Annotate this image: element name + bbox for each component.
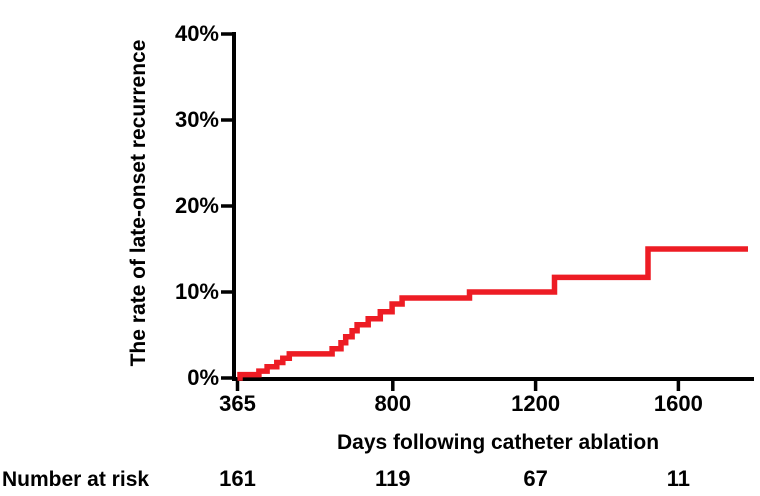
- y-tick-label-40: 40%: [174, 21, 219, 46]
- risk-value-1200: 67: [523, 466, 548, 491]
- y-tick-label-10: 10%: [174, 279, 219, 304]
- risk-value-800: 119: [375, 466, 411, 491]
- x-tick-label-1200: 1200: [511, 391, 561, 416]
- x-axis-title: Days following catheter ablation: [336, 431, 660, 454]
- x-tick-label-1600: 1600: [653, 391, 703, 416]
- y-tick-label-0: 0%: [187, 365, 219, 390]
- number-at-risk-label: Number at risk: [2, 468, 150, 491]
- x-tick-label-365: 365: [219, 391, 256, 416]
- y-tick-label-20: 20%: [174, 193, 219, 218]
- recurrence-step-curve: [237, 246, 748, 381]
- risk-value-365: 161: [219, 466, 256, 491]
- x-tick-label-800: 800: [374, 391, 412, 416]
- y-tick-label-30: 30%: [174, 107, 219, 132]
- risk-value-1600: 11: [666, 466, 691, 491]
